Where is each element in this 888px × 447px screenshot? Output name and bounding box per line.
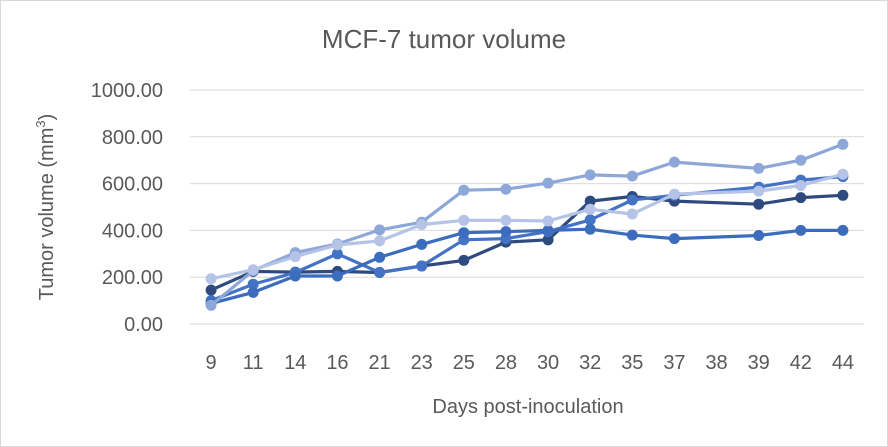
data-point (795, 192, 807, 204)
data-point (374, 235, 386, 247)
data-point (668, 233, 680, 245)
data-point (458, 227, 470, 239)
x-axis-title: Days post-inoculation (432, 396, 623, 418)
data-point (247, 278, 259, 290)
data-point (753, 230, 765, 241)
x-tick-label: 9 (206, 352, 217, 374)
y-tick-label: 400.00 (102, 220, 163, 242)
y-axis-title-end: ) (36, 114, 58, 121)
x-tick-label: 32 (579, 352, 601, 374)
series-3 (205, 223, 849, 309)
data-point (542, 224, 554, 236)
x-tick-label: 21 (368, 352, 390, 374)
series-line (210, 172, 844, 281)
data-point (331, 239, 343, 251)
y-axis-title-main: Tumor volume (mm (36, 128, 58, 301)
series-4 (205, 138, 849, 311)
data-point (500, 226, 512, 238)
data-point (331, 248, 343, 260)
data-point (753, 185, 765, 197)
chart-title: MCF-7 tumor volume (322, 24, 566, 54)
data-point (374, 267, 386, 278)
x-tick-label: 30 (537, 352, 559, 374)
data-point (289, 251, 301, 263)
x-tick-label: 44 (832, 352, 854, 374)
data-point (584, 203, 596, 215)
x-tick-label: 39 (748, 352, 770, 374)
data-point (542, 234, 554, 246)
data-point (500, 214, 512, 226)
data-point (837, 168, 849, 180)
data-point (626, 229, 638, 241)
x-tick-label: 37 (663, 352, 685, 374)
data-point (331, 270, 343, 282)
data-point (795, 180, 807, 191)
data-point (374, 224, 386, 236)
x-tick-label: 42 (790, 352, 812, 374)
data-point (584, 214, 596, 226)
y-axis-title: Tumor volume (mm3) (33, 114, 58, 301)
y-tick-label: 600.00 (102, 174, 163, 196)
data-point (584, 169, 596, 181)
data-point (837, 138, 849, 150)
series-line (210, 142, 844, 307)
y-tick-label: 800.00 (102, 127, 163, 149)
series-lines (205, 138, 849, 311)
data-point (795, 224, 807, 236)
x-tick-label: 11 (243, 352, 264, 374)
data-point (584, 223, 596, 235)
data-point (458, 184, 470, 196)
data-point (753, 162, 765, 174)
y-axis-ticks: 0.00 200.00 400.00 600.00 800.00 1000.00 (91, 80, 163, 336)
y-tick-label: 1000.00 (91, 80, 163, 102)
data-point (374, 251, 386, 263)
data-point (205, 299, 217, 311)
data-point (458, 214, 470, 226)
data-point (416, 238, 428, 250)
data-point (837, 224, 849, 236)
data-point (416, 260, 428, 272)
data-point (247, 264, 259, 276)
x-tick-label: 14 (284, 352, 306, 374)
y-axis-title-superscript: 3 (33, 120, 48, 127)
data-point (458, 254, 470, 266)
x-tick-label: 38 (705, 352, 727, 374)
data-point (668, 156, 680, 168)
x-tick-label: 28 (495, 352, 517, 374)
data-point (542, 177, 554, 189)
x-axis-ticks: 9 11 14 16 21 23 25 28 30 32 35 37 38 39 42 44 (206, 352, 855, 374)
y-tick-label: 0.00 (124, 314, 163, 336)
series-1 (205, 189, 849, 296)
data-point (205, 273, 217, 285)
data-point (247, 286, 259, 298)
x-tick-label: 16 (326, 352, 348, 374)
data-point (626, 208, 638, 220)
data-point (837, 189, 849, 201)
series-5 (205, 168, 849, 285)
data-point (416, 219, 428, 231)
x-tick-label: 25 (453, 352, 475, 374)
data-point (668, 188, 680, 200)
data-point (626, 194, 638, 206)
x-tick-label: 23 (411, 352, 433, 374)
x-tick-label: 35 (621, 352, 643, 374)
data-point (542, 215, 554, 227)
data-point (500, 183, 512, 195)
data-point (584, 195, 596, 207)
data-point (205, 284, 217, 296)
data-point (289, 270, 301, 282)
data-point (795, 154, 807, 166)
data-point (626, 170, 638, 182)
series-line (210, 175, 844, 303)
data-point (753, 198, 765, 210)
y-tick-label: 200.00 (102, 267, 163, 289)
